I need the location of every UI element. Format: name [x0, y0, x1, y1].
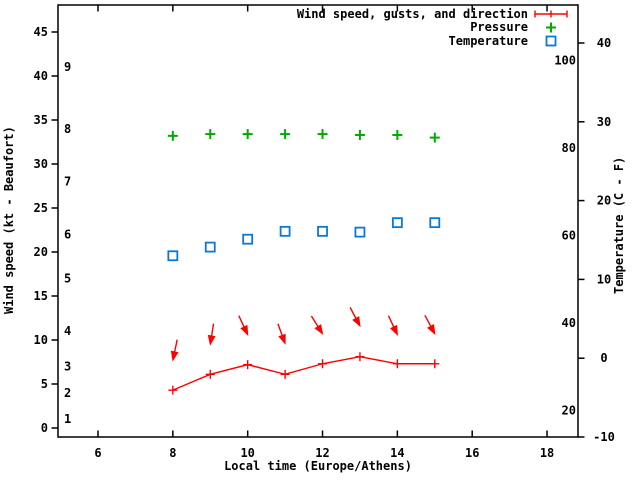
temperature-marker	[354, 226, 366, 238]
x-axis-label: Local time (Europe/Athens)	[224, 459, 412, 473]
kt-tick-label: 30	[34, 157, 48, 171]
kt-tick-label: 5	[41, 377, 48, 391]
kt-tick-label: 0	[41, 421, 48, 435]
beaufort-label: 9	[64, 60, 71, 74]
beaufort-label: 2	[64, 386, 71, 400]
temperature-marker	[429, 217, 441, 229]
gust-arrow-head	[278, 333, 286, 345]
beaufort-label: 1	[64, 412, 71, 426]
celsius-tick-label: 30	[597, 115, 611, 129]
kt-tick-label: 15	[34, 289, 48, 303]
celsius-tick-label: 10	[597, 272, 611, 286]
kt-tick-label: 35	[34, 113, 48, 127]
fahrenheit-label: 100	[554, 54, 576, 68]
legend-label-pressure: Pressure	[470, 20, 528, 34]
kt-tick-label: 20	[34, 245, 48, 259]
gust-arrow-head	[427, 324, 436, 336]
legend-label-temperature: Temperature	[448, 34, 528, 48]
temperature-marker	[242, 233, 254, 245]
celsius-tick-label: 0	[600, 351, 607, 365]
x-tick-label: 16	[465, 446, 479, 460]
beaufort-label: 7	[64, 175, 71, 189]
beaufort-label: 3	[64, 359, 71, 373]
gust-arrow-head	[314, 324, 324, 336]
wind-speed-line	[172, 356, 435, 391]
temperature-marker	[279, 225, 291, 237]
temperature-marker	[317, 225, 328, 237]
plot-frame	[57, 4, 579, 438]
gust-arrow-head	[207, 334, 216, 346]
fahrenheit-label: 60	[562, 229, 576, 243]
temperature-marker	[391, 217, 403, 229]
beaufort-label: 8	[64, 122, 71, 136]
x-tick-label: 14	[390, 446, 404, 460]
celsius-tick-label: 20	[597, 194, 611, 208]
x-tick-label: 10	[240, 446, 254, 460]
celsius-tick-label: 40	[597, 36, 611, 50]
x-tick-label: 18	[540, 446, 554, 460]
kt-tick-label: 10	[34, 333, 48, 347]
right-y-axis-label: Temperature (C - F)	[612, 156, 626, 294]
temperature-marker	[167, 250, 179, 262]
fahrenheit-label: 40	[562, 316, 576, 330]
beaufort-label: 4	[64, 324, 71, 338]
x-tick-label: 6	[94, 446, 101, 460]
gust-arrow-head	[170, 350, 179, 362]
celsius-tick-label: -10	[593, 430, 615, 444]
kt-tick-label: 45	[34, 25, 48, 39]
legend-temperature-sample	[545, 35, 557, 47]
gust-arrow-head	[352, 316, 361, 328]
kt-tick-label: 25	[34, 201, 48, 215]
fahrenheit-label: 80	[562, 141, 576, 155]
beaufort-label: 6	[64, 227, 71, 241]
temperature-marker	[204, 241, 216, 253]
left-y-axis-label: Wind speed (kt - Beaufort)	[2, 126, 16, 314]
gust-arrow-head	[240, 324, 249, 337]
x-tick-label: 8	[169, 446, 176, 460]
fahrenheit-label: 20	[562, 404, 576, 418]
kt-tick-label: 40	[34, 69, 48, 83]
x-tick-label: 12	[315, 446, 329, 460]
legend-label-wind: Wind speed, gusts, and direction	[296, 7, 528, 21]
gust-arrow-head	[390, 324, 398, 337]
beaufort-label: 5	[64, 271, 71, 285]
